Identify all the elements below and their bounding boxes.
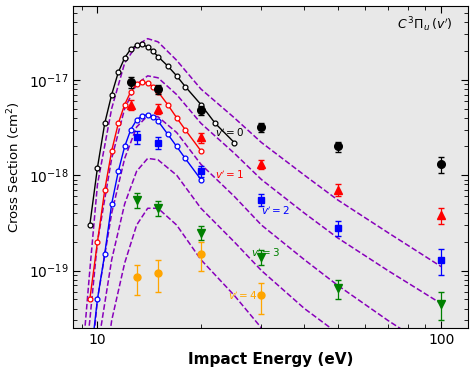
Text: $v^{\prime}=0$: $v^{\prime}=0$ bbox=[215, 126, 245, 139]
Text: $v^{\prime}=1$: $v^{\prime}=1$ bbox=[215, 169, 245, 181]
Text: $v^{\prime}=4$: $v^{\prime}=4$ bbox=[228, 289, 258, 301]
X-axis label: Impact Energy (eV): Impact Energy (eV) bbox=[188, 352, 354, 367]
Text: $v^{\prime}=3$: $v^{\prime}=3$ bbox=[251, 246, 281, 258]
Y-axis label: Cross Section (cm$^2$): Cross Section (cm$^2$) bbox=[6, 101, 23, 233]
Text: $v^{\prime}=2$: $v^{\prime}=2$ bbox=[262, 205, 291, 217]
Text: $C\,^3\Pi_u\,(v^{\prime})$: $C\,^3\Pi_u\,(v^{\prime})$ bbox=[397, 15, 453, 34]
